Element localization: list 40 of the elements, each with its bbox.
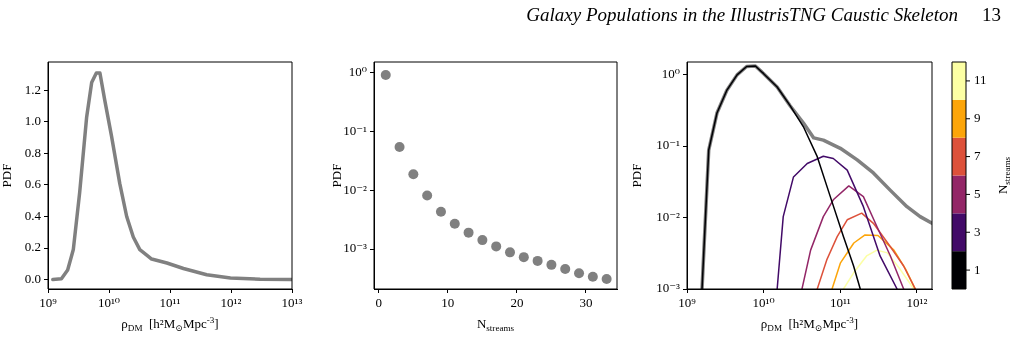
y-tick-label: 10⁻³ bbox=[343, 240, 368, 256]
color-bar-label: 5 bbox=[974, 185, 981, 201]
y-tick-label: 10⁻³ bbox=[656, 280, 681, 296]
y-tick-label: 10⁰ bbox=[348, 63, 367, 79]
y-axis-title: PDF bbox=[0, 163, 15, 188]
y-tick-label: 10⁻² bbox=[656, 208, 681, 224]
x-tick-label: 20 bbox=[510, 295, 524, 311]
y-tick-label: 10⁻¹ bbox=[343, 122, 368, 138]
color-bar-label: 7 bbox=[974, 148, 981, 164]
color-bar-label: 9 bbox=[974, 110, 981, 126]
x-tick-label: 30 bbox=[579, 295, 593, 311]
x-tick-label: 10¹⁰ bbox=[97, 295, 121, 311]
color-bar-label: 3 bbox=[974, 223, 981, 239]
y-axis-title: PDF bbox=[629, 163, 645, 188]
color-bar-label: 1 bbox=[974, 261, 981, 277]
x-tick-label: 10¹³ bbox=[281, 295, 303, 311]
x-tick-label: 10¹² bbox=[906, 295, 928, 311]
y-tick-label: 0.8 bbox=[24, 144, 41, 160]
y-tick-label: 0.4 bbox=[24, 207, 42, 223]
y-tick-label: 0.2 bbox=[24, 239, 41, 255]
text: 13 bbox=[982, 4, 1001, 25]
y-tick-label: 10⁻¹ bbox=[656, 137, 681, 153]
x-tick-label: 0 bbox=[375, 295, 383, 311]
x-tick-label: 10 bbox=[441, 295, 455, 311]
color-bar-title: Nstreams bbox=[995, 156, 1013, 195]
text: Galaxy Populations in the IllustrisTNG Caustic Skeleton bbox=[526, 4, 958, 25]
x-tick-label: 10⁹ bbox=[678, 295, 697, 311]
y-tick-label: 0.6 bbox=[24, 176, 42, 192]
y-tick-label: 0.0 bbox=[24, 270, 41, 286]
y-tick-label: 10⁰ bbox=[661, 66, 680, 82]
x-tick-label: 10¹² bbox=[220, 295, 242, 311]
y-axis-title: PDF bbox=[329, 163, 345, 188]
x-tick-label: 10¹⁰ bbox=[752, 295, 775, 311]
y-tick-label: 10⁻² bbox=[343, 181, 368, 197]
y-tick-label: 1.2 bbox=[24, 81, 41, 97]
y-tick-label: 1.0 bbox=[24, 113, 41, 129]
x-tick-label: 10¹¹ bbox=[159, 295, 181, 311]
x-tick-label: 10¹¹ bbox=[829, 295, 851, 311]
color-bar-label: 11 bbox=[974, 72, 987, 88]
x-tick-label: 10⁹ bbox=[39, 295, 58, 311]
